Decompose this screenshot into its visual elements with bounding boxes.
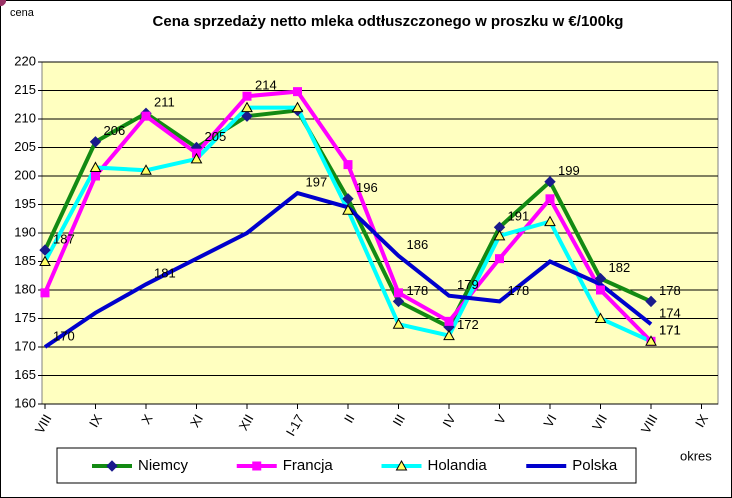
data-label: 172 xyxy=(457,317,479,332)
x-axis-label: okres xyxy=(680,448,712,463)
marker xyxy=(39,244,51,256)
marker xyxy=(91,171,100,181)
legend-label: Francja xyxy=(283,457,334,474)
data-label: 178 xyxy=(407,283,429,298)
marker xyxy=(141,111,151,121)
data-label: 181 xyxy=(154,266,176,281)
marker xyxy=(594,312,607,323)
marker xyxy=(395,459,408,471)
marker xyxy=(242,91,252,101)
y-axis-label: cena xyxy=(10,7,35,19)
legend-label: Niemcy xyxy=(138,457,189,474)
marker xyxy=(394,288,403,298)
marker xyxy=(495,254,504,264)
marker xyxy=(343,160,353,170)
marker xyxy=(392,318,405,329)
marker xyxy=(252,461,262,471)
legend-item: Holandia xyxy=(381,457,488,474)
y-tick-label: 210 xyxy=(14,110,36,125)
marker xyxy=(293,87,302,97)
marker xyxy=(444,316,454,326)
marker xyxy=(342,204,354,215)
data-label: 178 xyxy=(508,283,530,298)
data-label: 187 xyxy=(53,232,75,247)
data-label: 199 xyxy=(558,163,580,178)
data-label: 191 xyxy=(508,209,530,224)
x-tick-label: XII xyxy=(236,412,257,433)
y-tick-label: 185 xyxy=(14,253,36,268)
data-label: 206 xyxy=(104,123,126,138)
legend-item: Niemcy xyxy=(92,457,189,474)
marker xyxy=(190,152,203,164)
y-tick-label: 165 xyxy=(14,367,36,382)
marker xyxy=(544,215,556,227)
marker xyxy=(291,101,304,113)
marker xyxy=(39,255,51,266)
y-tick-label: 160 xyxy=(14,395,36,410)
marker xyxy=(89,161,102,172)
data-label: 182 xyxy=(609,260,631,275)
marker xyxy=(443,329,455,341)
data-label: 179 xyxy=(457,277,479,292)
data-label: 196 xyxy=(356,180,378,195)
marker xyxy=(0,0,6,6)
legend-item: Francja xyxy=(236,457,334,474)
marker xyxy=(40,288,50,298)
y-tick-label: 205 xyxy=(14,139,36,154)
marker xyxy=(106,460,118,472)
marker xyxy=(596,285,605,295)
marker xyxy=(645,295,657,308)
marker xyxy=(241,110,253,122)
marker xyxy=(342,193,354,205)
marker xyxy=(241,101,253,113)
y-tick-label: 175 xyxy=(14,310,36,325)
y-tick-label: 190 xyxy=(14,224,36,239)
marker xyxy=(594,272,607,285)
y-tick-label: 180 xyxy=(14,281,36,296)
data-label: 205 xyxy=(205,129,227,144)
marker xyxy=(493,229,506,241)
data-label: 170 xyxy=(53,328,75,343)
marker xyxy=(545,194,555,204)
legend-label: Polska xyxy=(572,457,618,474)
data-label: 186 xyxy=(407,237,429,252)
data-label: 171 xyxy=(659,323,681,338)
marker xyxy=(392,295,405,308)
y-tick-label: 215 xyxy=(14,82,36,97)
marker xyxy=(140,164,152,175)
marker xyxy=(89,136,102,148)
y-tick-label: 195 xyxy=(14,196,36,211)
data-label: 174 xyxy=(659,306,681,321)
y-tick-label: 200 xyxy=(14,167,36,182)
data-label: 178 xyxy=(659,283,681,298)
y-tick-label: 170 xyxy=(14,338,36,353)
y-tick-label: 220 xyxy=(14,53,36,68)
data-label: 211 xyxy=(154,95,175,110)
marker xyxy=(544,175,556,188)
data-label: 197 xyxy=(306,175,328,190)
chart-title: Cena sprzedaży netto mleka odtłuszczoneg… xyxy=(153,13,624,30)
marker xyxy=(645,335,657,346)
legend-item: Polska xyxy=(0,0,618,474)
data-label: 171 xyxy=(659,323,681,338)
legend-label: Holandia xyxy=(428,457,488,474)
x-tick-label: VII xyxy=(589,412,610,433)
data-label: 214 xyxy=(255,78,277,93)
